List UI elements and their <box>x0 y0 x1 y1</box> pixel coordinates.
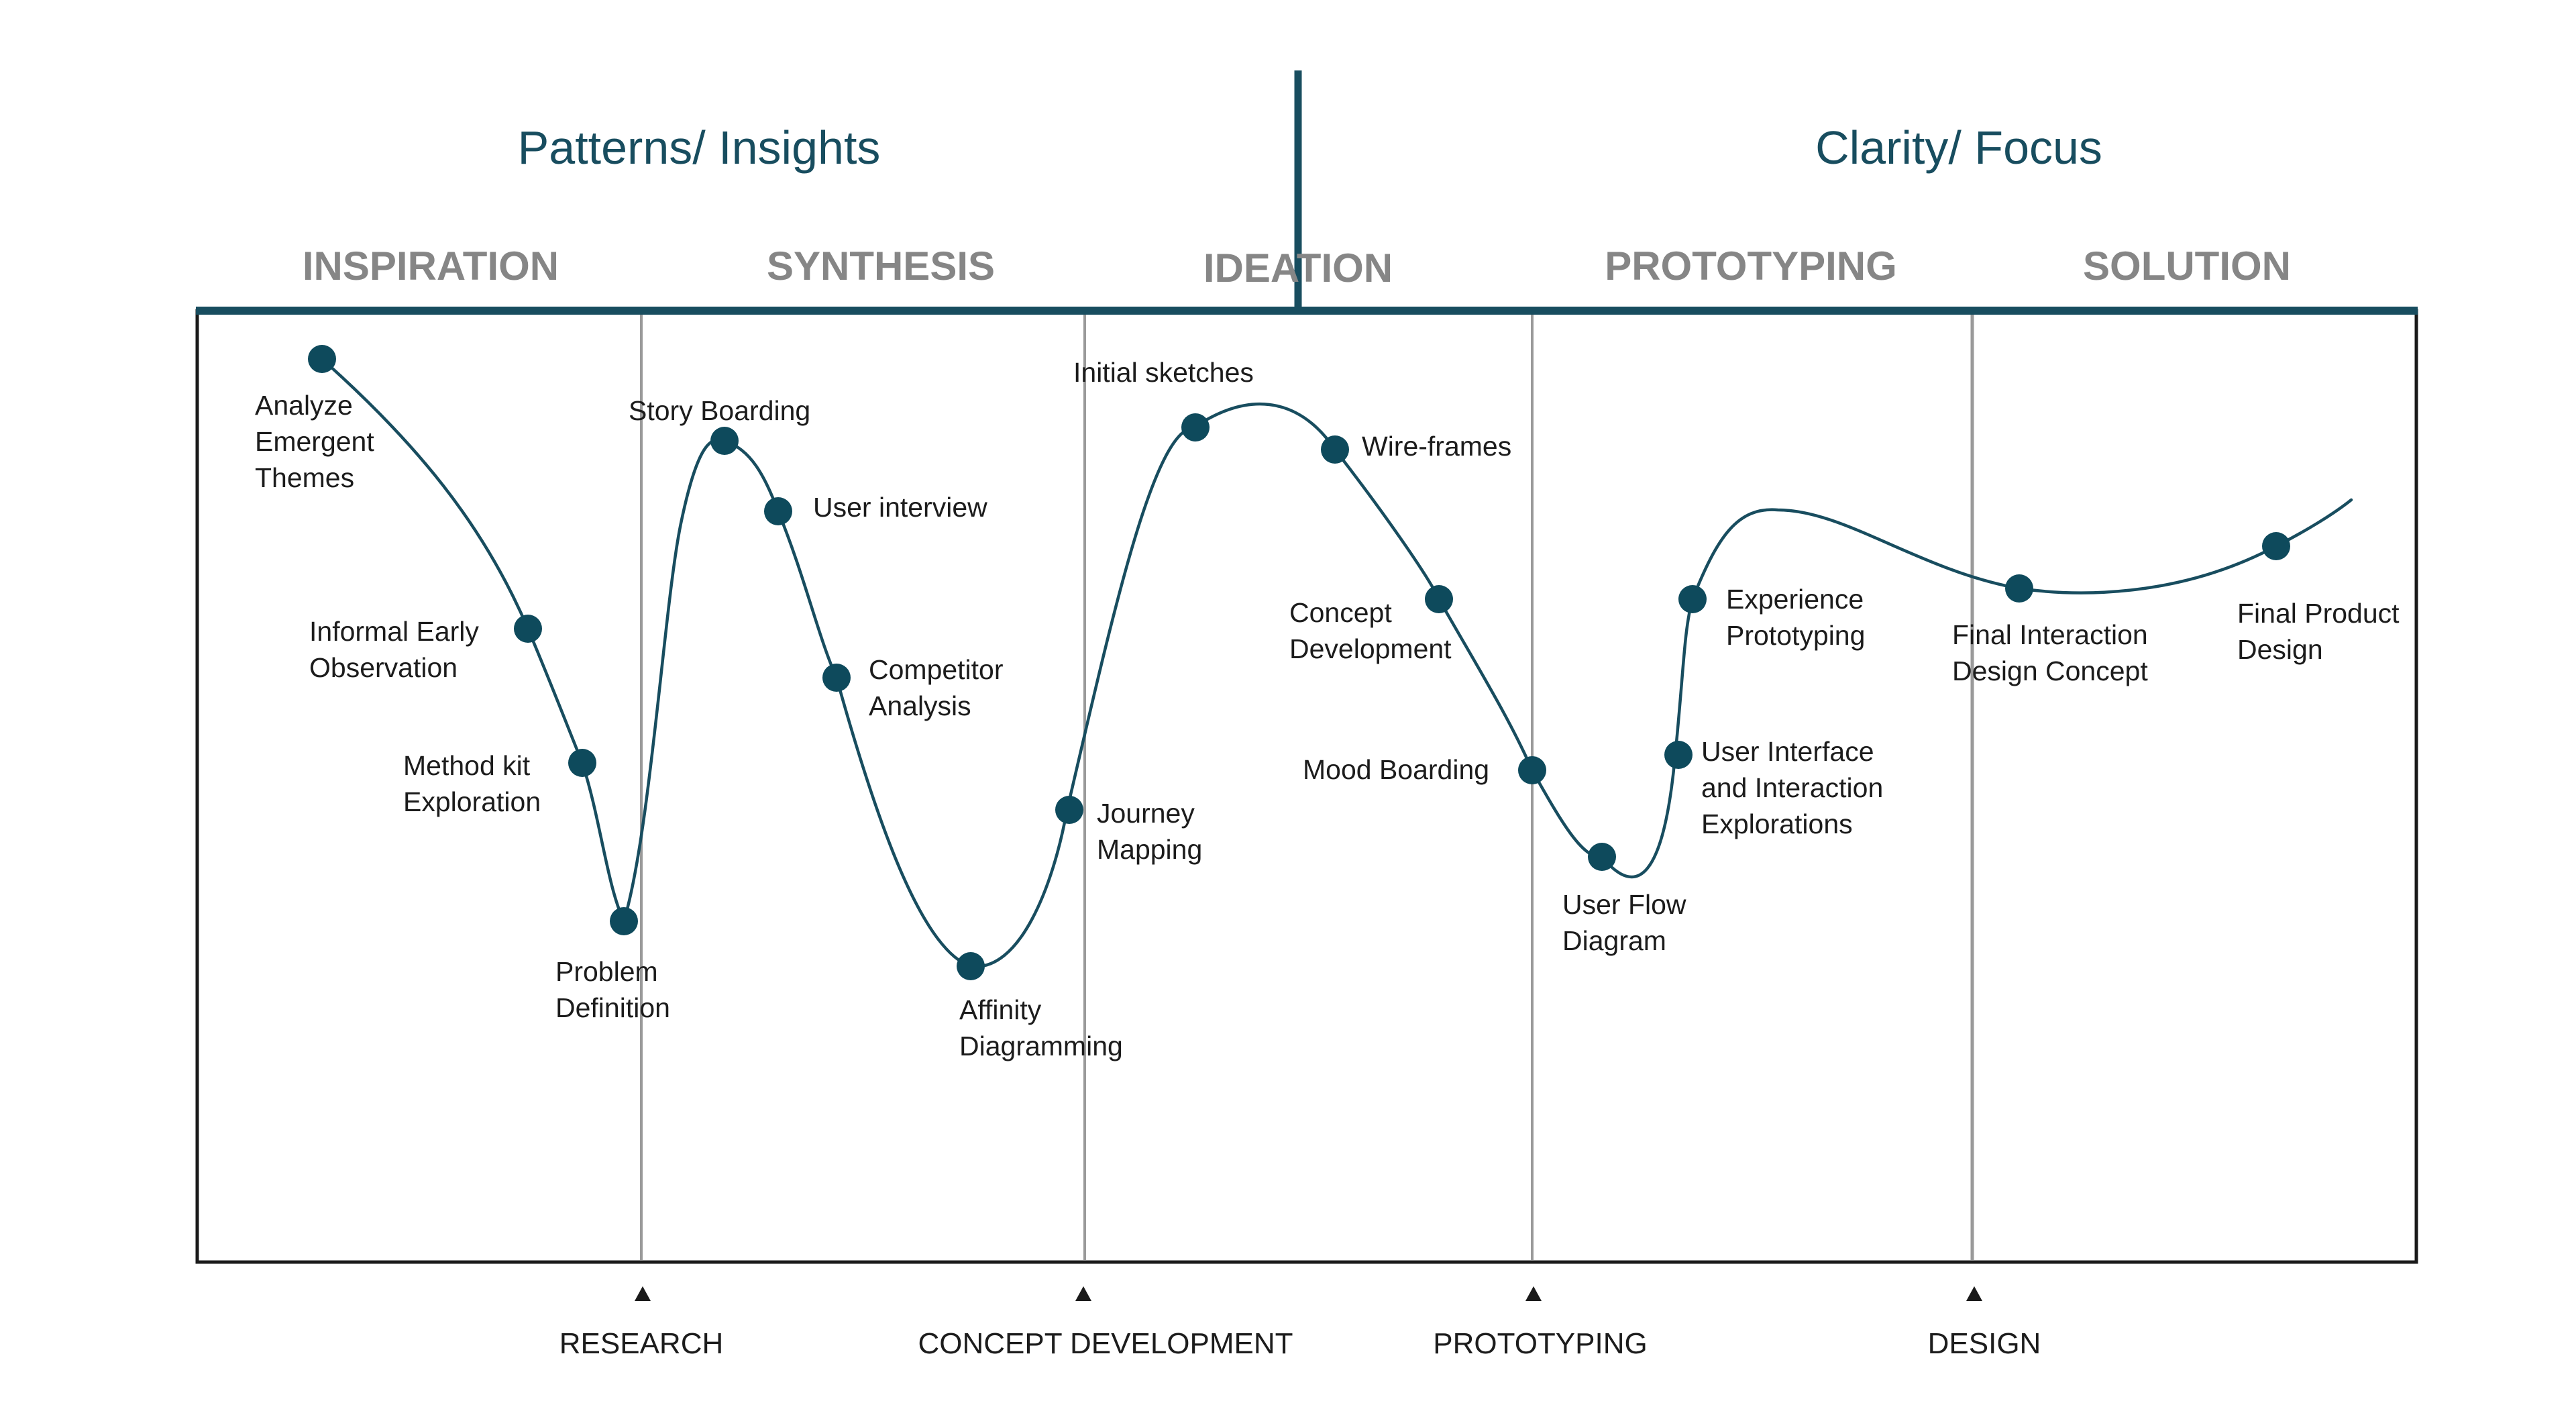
node-problem-definition <box>610 907 638 935</box>
node-concept-development <box>1425 585 1453 613</box>
milestone-concept-development: CONCEPT DEVELOPMENT <box>918 1327 1293 1360</box>
node-label-experience-prototyping: Experience Prototyping <box>1726 584 1872 651</box>
milestone-prototyping: PROTOTYPING <box>1433 1327 1647 1360</box>
node-mood-boarding <box>1518 756 1546 784</box>
milestone-marker-icon <box>1525 1286 1542 1301</box>
node-label-initial-sketches: Initial sketches <box>1073 357 1254 388</box>
phase-solution: SOLUTION <box>2083 244 2291 289</box>
node-user-interface-explorations <box>1664 741 1693 769</box>
node-user-flow-diagram <box>1588 843 1616 871</box>
node-method-kit-exploration <box>568 749 596 777</box>
node-label-method-kit-exploration: Method kit Exploration <box>403 750 541 817</box>
node-experience-prototyping <box>1678 585 1707 613</box>
milestone-research: RESEARCH <box>559 1327 724 1360</box>
header-patterns-insights: Patterns/ Insights <box>518 121 881 174</box>
node-competitor-analysis <box>822 664 851 692</box>
node-label-story-boarding: Story Boarding <box>629 395 810 426</box>
node-label-user-flow-diagram: User Flow Diagram <box>1562 889 1694 956</box>
node-final-product-design <box>2262 532 2290 560</box>
milestone-marker-icon <box>1966 1286 1982 1301</box>
node-informal-early-observation <box>514 615 542 643</box>
node-affinity-diagramming <box>957 952 985 980</box>
node-journey-mapping <box>1055 796 1083 824</box>
node-label-wire-frames: Wire-frames <box>1362 431 1511 462</box>
node-label-journey-mapping: Journey Mapping <box>1097 798 1202 865</box>
milestone-marker-icon <box>1075 1286 1091 1301</box>
node-label-concept-development: Concept Development <box>1289 597 1452 664</box>
phase-inspiration: INSPIRATION <box>303 244 559 289</box>
node-label-final-interaction-design-concept: Final Interaction Design Concept <box>1952 619 2155 686</box>
node-label-mood-boarding: Mood Boarding <box>1303 754 1489 785</box>
node-label-final-product-design: Final Product Design <box>2237 598 2407 665</box>
phase-ideation: IDEATION <box>1203 246 1393 291</box>
node-wire-frames <box>1321 435 1349 464</box>
node-analyze-emergent-themes <box>308 345 336 373</box>
node-story-boarding <box>710 427 739 455</box>
node-label-user-interface-explorations: User Interface and Interaction Explorati… <box>1701 736 1891 839</box>
node-label-problem-definition: Problem Definition <box>555 956 670 1023</box>
node-label-competitor-analysis: Competitor Analysis <box>869 654 1011 721</box>
phase-synthesis: SYNTHESIS <box>767 244 995 289</box>
node-initial-sketches <box>1181 413 1210 441</box>
node-label-user-interview: User interview <box>813 492 987 523</box>
node-label-analyze-emergent-themes: Analyze Emergent Themes <box>255 390 382 493</box>
node-user-interview <box>764 497 792 525</box>
milestone-design: DESIGN <box>1928 1327 2041 1360</box>
phase-prototyping: PROTOTYPING <box>1605 244 1897 289</box>
node-label-affinity-diagramming: Affinity Diagramming <box>959 994 1123 1061</box>
node-final-interaction-design-concept <box>2005 574 2033 603</box>
milestone-marker-icon <box>635 1286 651 1301</box>
node-label-informal-early-observation: Informal Early Observation <box>309 616 486 683</box>
process-curve <box>320 357 2353 968</box>
header-clarity-focus: Clarity/ Focus <box>1815 121 2102 174</box>
